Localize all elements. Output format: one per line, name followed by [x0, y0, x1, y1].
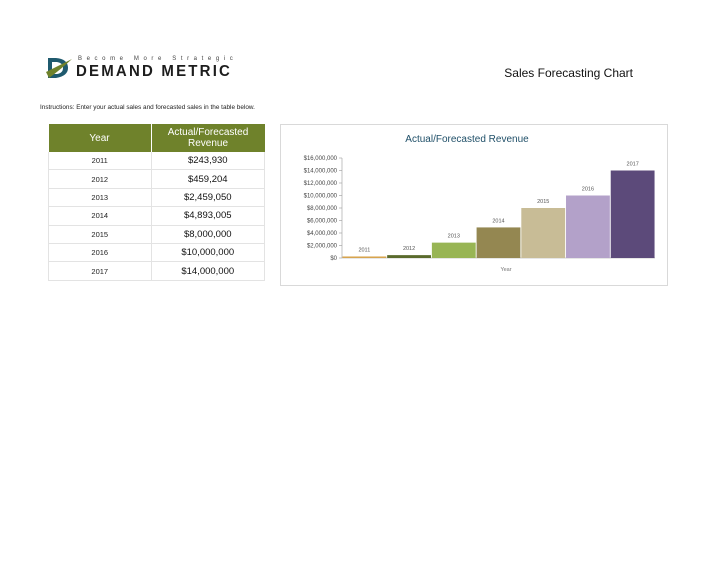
year-cell[interactable]: 2015 — [48, 225, 152, 244]
revenue-chart: Actual/Forecasted Revenue Year $0 $2,000,… — [280, 124, 668, 286]
year-cell[interactable]: 2011 — [48, 152, 152, 171]
table-row: 2013 $2,459,050 — [48, 188, 265, 208]
year-cell[interactable]: 2012 — [48, 169, 152, 189]
data-label-2017: 2017 — [627, 162, 639, 168]
bar-2016 — [566, 195, 610, 258]
logo-mark-icon — [46, 58, 72, 78]
y-tick-label: $2,000,000 — [307, 244, 338, 250]
logo-brand-name: DEMAND METRIC — [76, 62, 233, 81]
data-label-2016: 2016 — [582, 187, 594, 193]
bar-2014 — [476, 227, 521, 258]
page-title: Sales Forecasting Chart — [504, 66, 633, 80]
bar-2013 — [431, 242, 476, 258]
table-row: 2016 $10,000,000 — [48, 243, 265, 263]
revenue-cell[interactable]: $243,930 — [151, 152, 265, 171]
table-row: 2011 $243,930 — [48, 152, 265, 171]
table-row: 2017 $14,000,000 — [48, 261, 265, 281]
y-tick-label: $6,000,000 — [307, 219, 338, 225]
revenue-column-header: Actual/Forecasted Revenue — [151, 124, 265, 152]
bar-2012 — [387, 255, 431, 258]
y-tick-label: $10,000,000 — [304, 194, 338, 200]
revenue-cell[interactable]: $459,204 — [151, 169, 265, 189]
revenue-cell[interactable]: $4,893,005 — [151, 206, 265, 226]
instructions-text: Instructions: Enter your actual sales an… — [40, 104, 255, 111]
demand-metric-logo: Become More Strategic DEMAND METRIC — [46, 56, 256, 80]
bar-2015 — [521, 208, 566, 258]
y-tick-label: $16,000,000 — [304, 156, 338, 162]
year-cell[interactable]: 2017 — [48, 261, 152, 281]
year-column-header: Year — [48, 124, 152, 152]
bar-2011 — [342, 256, 387, 258]
y-tick-label: $12,000,000 — [304, 181, 338, 187]
x-axis-label: Year — [500, 267, 511, 273]
table-header-row: Year Actual/Forecasted Revenue — [48, 124, 265, 152]
bar-2017 — [610, 170, 655, 258]
data-label-2013: 2013 — [448, 234, 460, 240]
revenue-cell[interactable]: $2,459,050 — [151, 188, 265, 208]
year-cell[interactable]: 2014 — [48, 206, 152, 226]
y-tick-label: $14,000,000 — [304, 169, 338, 175]
revenue-cell[interactable]: $10,000,000 — [151, 243, 265, 263]
year-cell[interactable]: 2016 — [48, 243, 152, 263]
revenue-bar-chart: Actual/Forecasted Revenue Year $0 $2,000,… — [304, 134, 655, 273]
year-cell[interactable]: 2013 — [48, 188, 152, 208]
y-tick-label: $4,000,000 — [307, 231, 338, 237]
logo-tagline: Become More Strategic — [78, 56, 238, 62]
table-row: 2014 $4,893,005 — [48, 206, 265, 226]
table-row: 2012 $459,204 — [48, 169, 265, 189]
y-tick-label: $0 — [330, 256, 337, 262]
y-tick-label: $8,000,000 — [307, 206, 338, 212]
table-row: 2015 $8,000,000 — [48, 225, 265, 244]
revenue-cell[interactable]: $8,000,000 — [151, 225, 265, 244]
data-label-2012: 2012 — [403, 246, 415, 252]
data-label-2011: 2011 — [358, 247, 370, 253]
revenue-table: Year Actual/Forecasted Revenue 2011 $243… — [48, 124, 265, 281]
data-label-2014: 2014 — [492, 218, 504, 224]
chart-title: Actual/Forecasted Revenue — [405, 134, 529, 145]
data-label-2015: 2015 — [537, 199, 549, 205]
revenue-cell[interactable]: $14,000,000 — [151, 261, 265, 281]
